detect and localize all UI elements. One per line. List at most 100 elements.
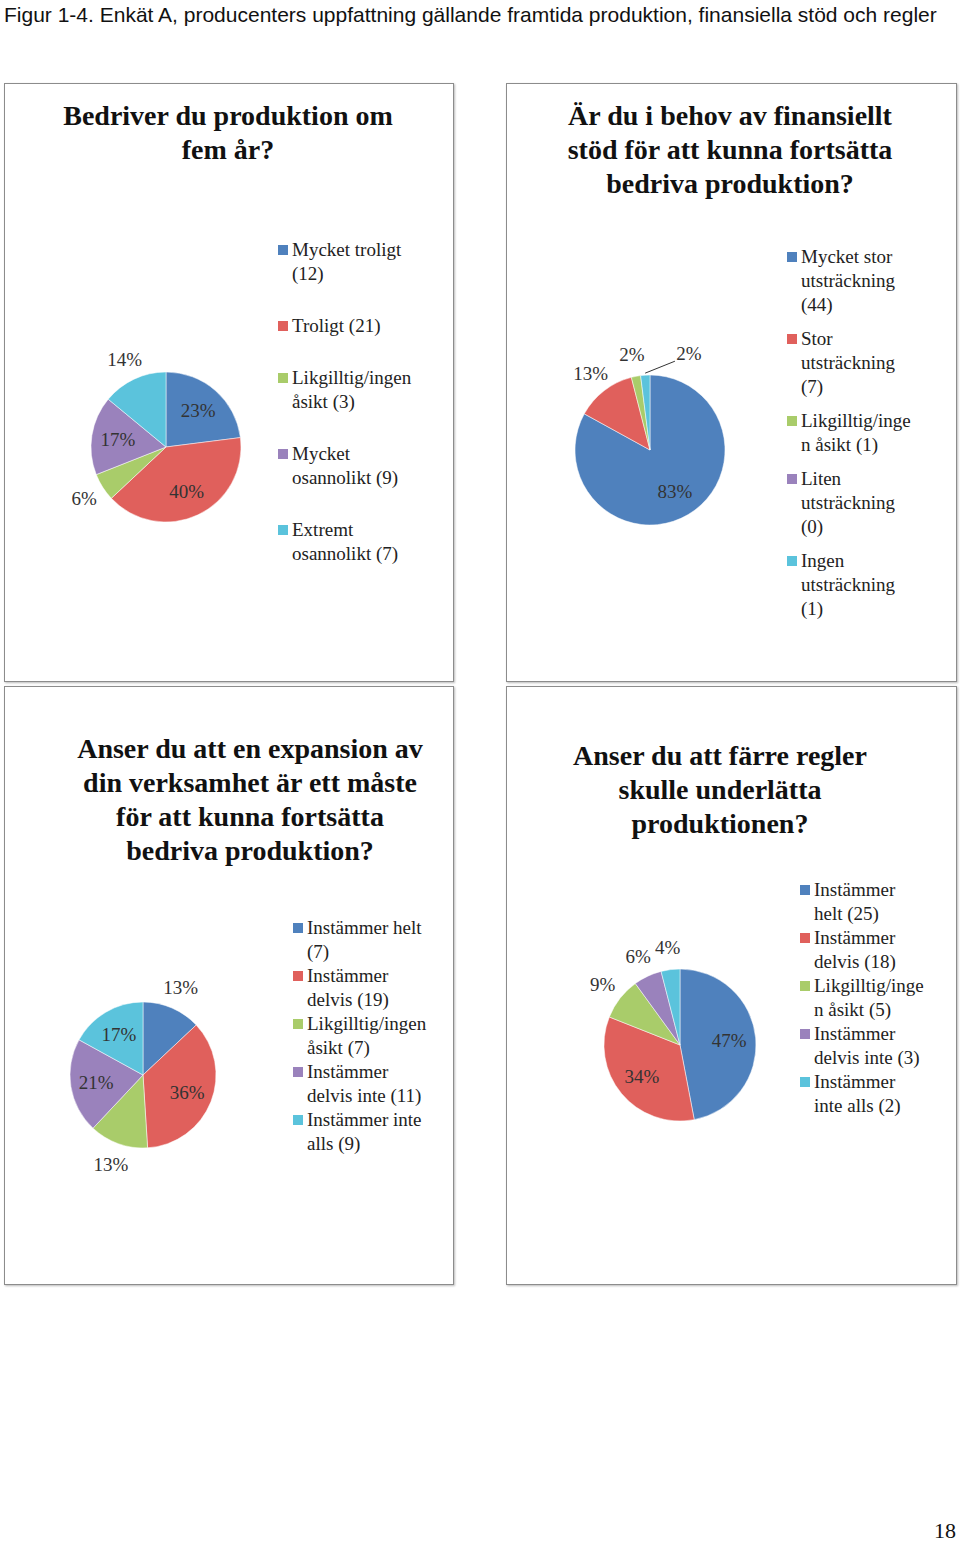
legend-item: Instämmer delvis inte (11) xyxy=(293,1060,433,1108)
data-label: 13% xyxy=(93,1154,128,1175)
data-label: 2% xyxy=(619,344,645,365)
data-label: 34% xyxy=(625,1066,660,1087)
data-labels: 13%36%13%21%17% xyxy=(79,977,205,1175)
legend-label: Likgilltig/ingen åsikt (3) xyxy=(292,367,411,412)
pie xyxy=(91,372,241,522)
legend: Mycket stor utsträckning (44) Stor utsträ… xyxy=(787,245,915,631)
data-label: 9% xyxy=(590,974,616,995)
legend-label: Mycket stor utsträckning (44) xyxy=(801,246,895,315)
legend-item: Stor utsträckning (7) xyxy=(787,327,915,399)
legend-label: Ingen utsträckning (1) xyxy=(801,550,895,619)
legend-label: Likgilltig/ingen åsikt (7) xyxy=(307,1013,426,1058)
pie-slice xyxy=(166,372,240,447)
legend-item: Instämmer inte alls (9) xyxy=(293,1108,433,1156)
data-label: 13% xyxy=(573,363,608,384)
legend-label: Likgilltig/ingen åsikt (5) xyxy=(814,975,924,1020)
data-label: 2% xyxy=(676,343,702,364)
legend-label: Extremt osannolikt (7) xyxy=(292,519,398,564)
pie xyxy=(575,375,725,525)
page-number: 18 xyxy=(934,1518,956,1543)
legend-swatch xyxy=(787,252,797,262)
data-label: 6% xyxy=(71,488,97,509)
legend-label: Instämmer delvis inte (11) xyxy=(307,1061,421,1106)
legend-swatch xyxy=(293,971,303,981)
pie-slice xyxy=(79,1002,143,1075)
legend-swatch xyxy=(278,321,288,331)
legend-label: Instämmer delvis inte (3) xyxy=(814,1023,920,1068)
legend-item: Mycket osannolikt (9) xyxy=(278,442,428,490)
chart-title: Anser du att färre regler skulle underlä… xyxy=(550,739,890,841)
legend-swatch xyxy=(278,245,288,255)
data-label: 47% xyxy=(712,1030,747,1051)
legend-swatch xyxy=(800,1077,810,1087)
legend-swatch xyxy=(278,373,288,383)
legend-item: Ingen utsträckning (1) xyxy=(787,549,915,621)
legend-item: Mycket troligt (12) xyxy=(278,238,428,286)
legend-swatch xyxy=(787,334,797,344)
data-label: 4% xyxy=(655,937,681,958)
legend-label: Mycket troligt (12) xyxy=(292,239,401,284)
leader-line xyxy=(645,361,675,373)
legend-swatch xyxy=(278,449,288,459)
legend-label: Troligt (21) xyxy=(292,315,381,336)
legend-label: Instämmer helt (7) xyxy=(307,917,422,962)
data-label: 14% xyxy=(107,349,142,370)
data-labels: 47% 34% 9% 6%4% xyxy=(590,937,747,1087)
legend-item: Instämmer helt (25) xyxy=(800,878,925,926)
data-label: 40% xyxy=(169,481,204,502)
legend-label: Stor utsträckning (7) xyxy=(801,328,895,397)
legend-item: Likgilltig/ingen åsikt (7) xyxy=(293,1012,433,1060)
legend-item: Likgilltig/ingen åsikt (1) xyxy=(787,409,915,457)
pie-slice xyxy=(143,1025,216,1148)
pie-slice xyxy=(575,375,725,525)
figure-caption: Figur 1-4. Enkät A, producenters uppfatt… xyxy=(4,0,944,29)
legend-label: Liten utsträckning (0) xyxy=(801,468,895,537)
legend-item: Instämmer delvis inte (3) xyxy=(800,1022,925,1070)
data-label: 17% xyxy=(101,1024,136,1045)
data-label: 83% xyxy=(657,481,692,502)
legend-item: Troligt (21) xyxy=(278,314,428,338)
legend-item: Likgilltig/ingen åsikt (5) xyxy=(800,974,925,1022)
legend-swatch xyxy=(787,416,797,426)
legend-item: Extremt osannolikt (7) xyxy=(278,518,428,566)
legend-label: Likgilltig/ingen åsikt (1) xyxy=(801,410,911,455)
legend-item: Instämmer delvis (18) xyxy=(800,926,925,974)
legend-item: Instämmer inte alls (2) xyxy=(800,1070,925,1118)
legend-swatch xyxy=(800,885,810,895)
legend-swatch xyxy=(278,525,288,535)
legend: Instämmer helt (25)Instämmer delvis (18)… xyxy=(800,878,925,1118)
pie-slice xyxy=(661,969,680,1045)
chart-title: Är du i behov av finansiellt stöd för at… xyxy=(540,99,920,201)
legend-swatch xyxy=(787,556,797,566)
data-label: 17% xyxy=(100,429,135,450)
data-label: 21% xyxy=(79,1072,114,1093)
legend-item: Likgilltig/ingen åsikt (3) xyxy=(278,366,428,414)
chart-title: Anser du att en expansion av din verksam… xyxy=(70,732,430,868)
pie-slice xyxy=(641,375,650,450)
legend-label: Instämmer inte alls (9) xyxy=(307,1109,422,1154)
legend: Instämmer helt (7)Instämmer delvis (19)L… xyxy=(293,916,433,1156)
legend-item: Liten utsträckning (0) xyxy=(787,467,915,539)
legend-item: Instämmer helt (7) xyxy=(293,916,433,964)
legend-swatch xyxy=(293,1067,303,1077)
legend-swatch xyxy=(800,981,810,991)
pie-slice xyxy=(680,969,756,1120)
legend-swatch xyxy=(293,923,303,933)
legend-label: Instämmer delvis (18) xyxy=(814,927,896,972)
data-label: 13% xyxy=(163,977,198,998)
data-labels: 23% 40% 6% 17% 14% xyxy=(71,349,215,510)
legend-swatch xyxy=(800,933,810,943)
legend-swatch xyxy=(293,1019,303,1029)
legend-item: Instämmer delvis (19) xyxy=(293,964,433,1012)
legend-label: Instämmer delvis (19) xyxy=(307,965,389,1010)
data-labels: 83% 13% 2% 2% xyxy=(573,343,702,503)
data-label: 23% xyxy=(181,400,216,421)
pie-slice xyxy=(631,376,650,450)
data-label: 6% xyxy=(626,946,652,967)
legend-label: Instämmer helt (25) xyxy=(814,879,895,924)
legend-item: Mycket stor utsträckning (44) xyxy=(787,245,915,317)
legend-swatch xyxy=(787,474,797,484)
legend-swatch xyxy=(800,1029,810,1039)
pie xyxy=(604,969,756,1121)
pie xyxy=(70,1002,216,1148)
